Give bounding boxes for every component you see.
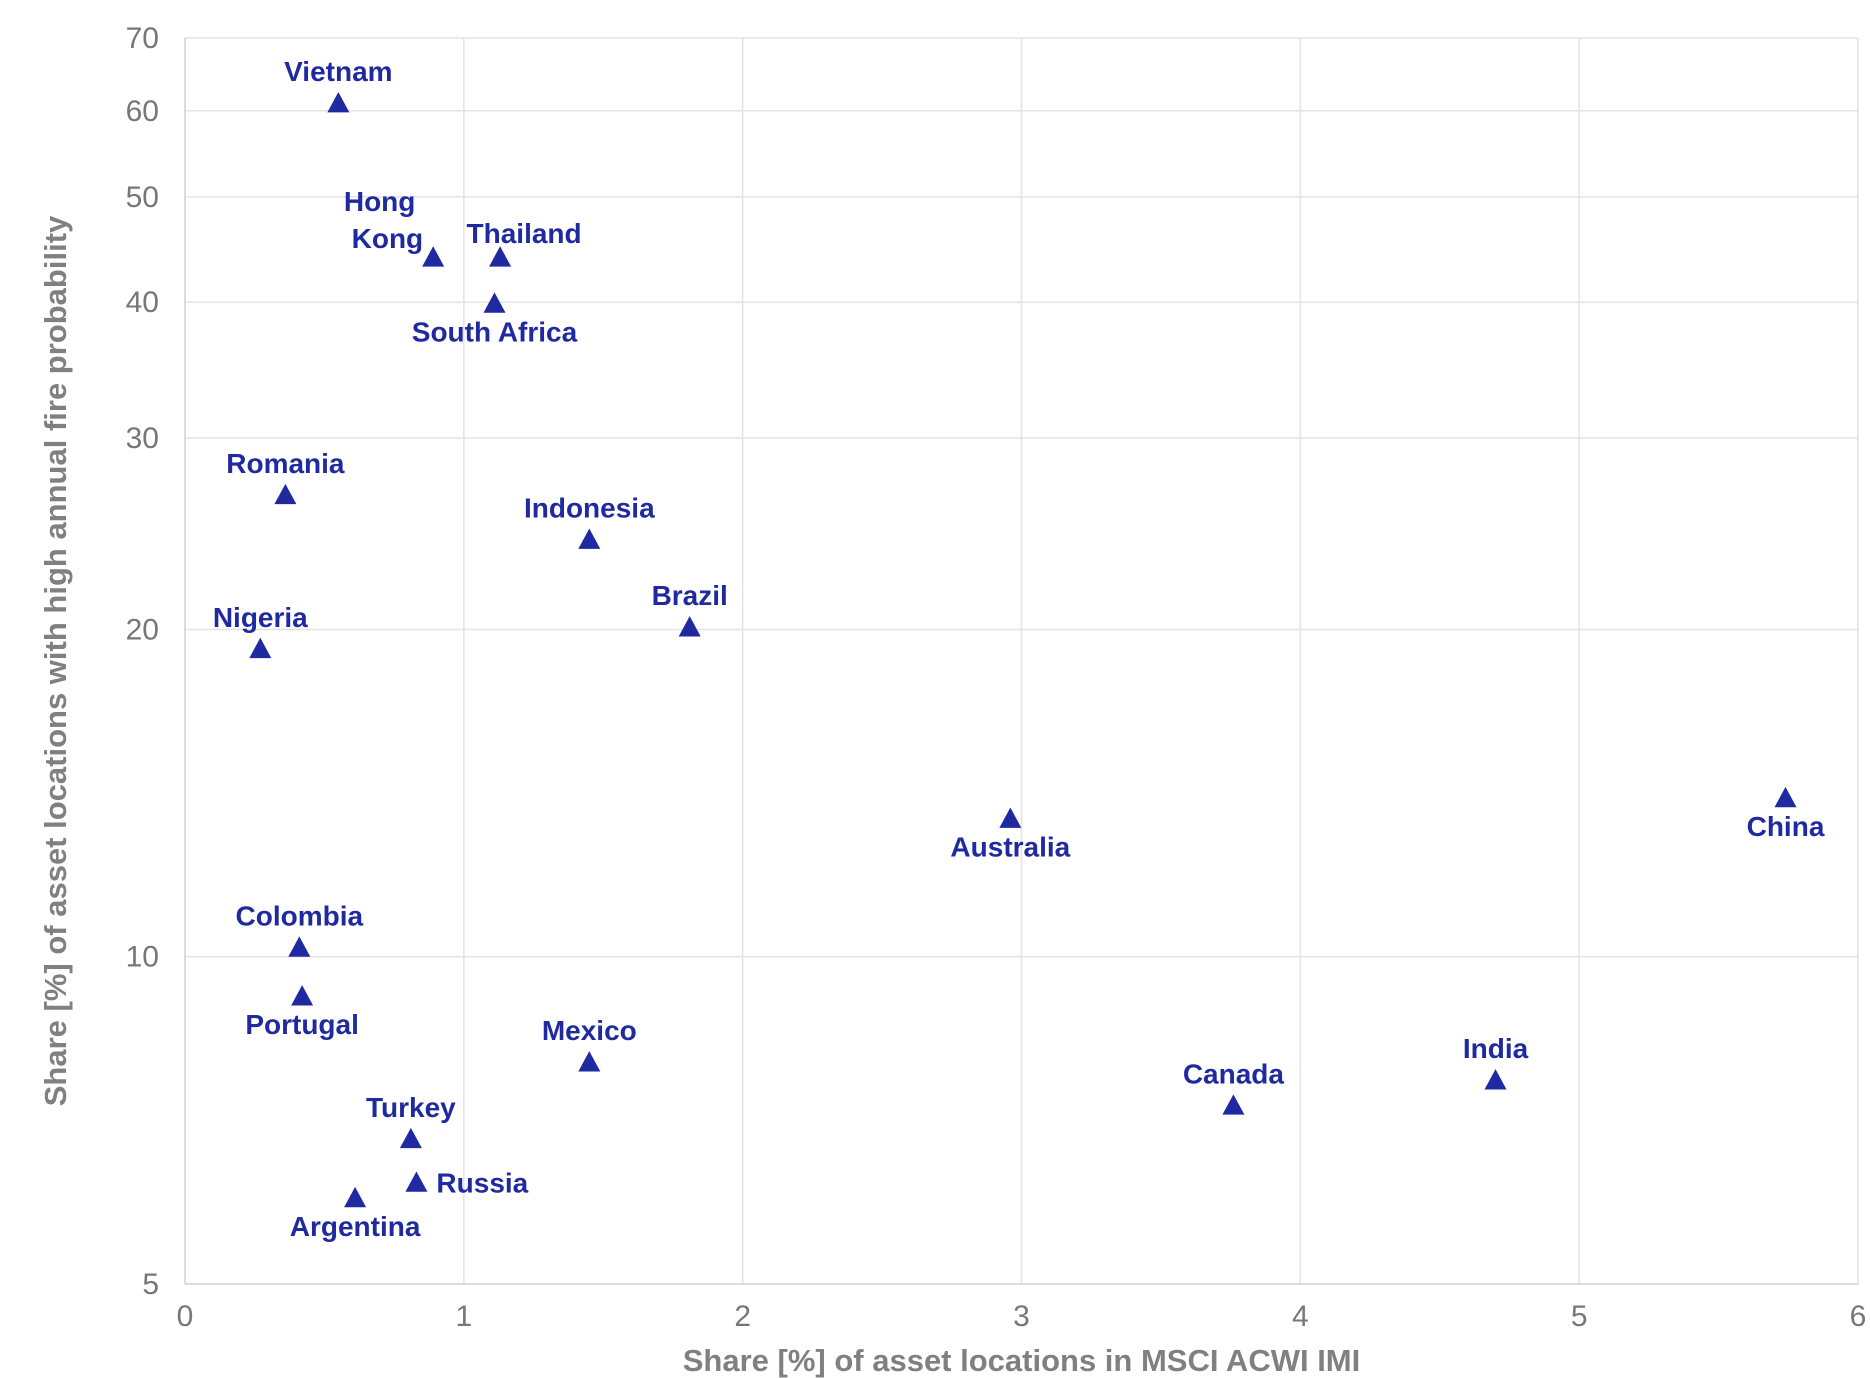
x-tick-label: 1 <box>455 1300 472 1333</box>
y-tick-label: 10 <box>126 941 159 974</box>
data-point: South Africa <box>412 292 578 347</box>
grid <box>185 37 1859 1284</box>
triangle-marker <box>489 246 512 267</box>
y-tick-label: 50 <box>126 181 159 214</box>
data-point: Thailand <box>467 218 582 267</box>
triangle-marker <box>288 936 311 957</box>
point-label: Portugal <box>245 1009 359 1040</box>
triangle-marker <box>483 292 506 313</box>
point-label: Mexico <box>542 1015 637 1046</box>
data-point: China <box>1747 786 1825 842</box>
data-point: Romania <box>226 448 345 505</box>
data-point: Colombia <box>236 900 364 957</box>
point-label: Indonesia <box>524 492 655 523</box>
point-label: South Africa <box>412 316 578 347</box>
point-label: Hong Kong <box>344 186 423 254</box>
y-tick-label: 70 <box>126 22 159 55</box>
data-point: Turkey <box>366 1092 456 1149</box>
y-tick-label: 5 <box>142 1268 159 1301</box>
point-label: Colombia <box>236 900 364 931</box>
point-label: Australia <box>950 832 1070 863</box>
data-point: Canada <box>1183 1058 1285 1115</box>
triangle-marker <box>344 1186 367 1208</box>
y-tick-label: 30 <box>126 422 159 455</box>
axes: 0 1 2 3 4 5 6 5 10 20 30 40 50 60 70 <box>126 22 1867 1333</box>
point-label: Nigeria <box>213 602 308 633</box>
data-point: India <box>1463 1033 1529 1090</box>
triangle-marker <box>1774 786 1797 808</box>
triangle-marker <box>249 637 272 659</box>
triangle-marker <box>1222 1094 1245 1115</box>
point-label: Thailand <box>467 218 582 249</box>
x-tick-label: 2 <box>734 1300 751 1333</box>
data-point: Australia <box>950 807 1071 863</box>
data-point: Indonesia <box>524 492 655 549</box>
triangle-marker <box>291 985 314 1006</box>
point-label: Russia <box>436 1167 528 1198</box>
x-tick-label: 0 <box>177 1300 194 1333</box>
x-tick-label: 5 <box>1571 1300 1588 1333</box>
triangle-marker <box>327 91 350 113</box>
data-point: Brazil <box>652 580 728 637</box>
data-point: Hong Kong <box>344 186 445 267</box>
data-point: Russia <box>405 1167 529 1198</box>
triangle-marker <box>274 483 297 505</box>
data-point: Nigeria <box>213 602 308 659</box>
triangle-marker <box>678 616 701 637</box>
data-point: Vietnam <box>284 56 393 113</box>
y-axis-title: Share [%] of asset locations with high a… <box>38 215 73 1106</box>
triangle-marker <box>405 1171 428 1192</box>
point-label: Vietnam <box>284 56 392 87</box>
x-tick-label: 6 <box>1850 1300 1867 1333</box>
x-tick-label: 3 <box>1013 1300 1030 1333</box>
data-points: Vietnam Hong Kong Thailand South Africa Roma… <box>213 56 1825 1242</box>
x-axis-title: Share [%] of asset locations in MSCI ACW… <box>683 1343 1361 1378</box>
y-tick-label: 20 <box>126 613 159 646</box>
triangle-marker <box>399 1127 422 1149</box>
point-label: China <box>1747 811 1825 842</box>
point-label: Romania <box>226 448 345 479</box>
data-point: Argentina <box>290 1186 421 1242</box>
point-label: Argentina <box>290 1211 421 1242</box>
triangle-marker <box>578 1051 601 1072</box>
point-label: Canada <box>1183 1058 1285 1089</box>
x-tick-label: 4 <box>1292 1300 1309 1333</box>
triangle-marker <box>999 807 1022 828</box>
triangle-marker <box>422 246 445 267</box>
point-label: Turkey <box>366 1092 456 1123</box>
data-point: Portugal <box>245 985 359 1040</box>
point-label: India <box>1463 1033 1529 1064</box>
y-tick-label: 40 <box>126 286 159 319</box>
point-label: Brazil <box>652 580 728 611</box>
data-point: Mexico <box>542 1015 637 1072</box>
y-tick-label: 60 <box>126 95 159 128</box>
triangle-marker <box>1484 1069 1507 1090</box>
triangle-marker <box>578 528 601 549</box>
